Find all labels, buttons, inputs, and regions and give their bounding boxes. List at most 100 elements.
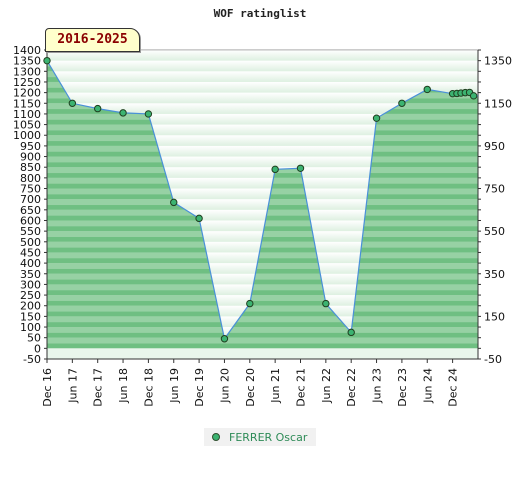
data-point — [43, 56, 51, 65]
data-point — [372, 114, 381, 122]
area-band — [47, 327, 478, 338]
y-tick-label-right: 1150 — [484, 97, 512, 110]
x-tick-label: Jun 22 — [320, 368, 333, 404]
grid-band — [47, 167, 478, 178]
grid-band — [47, 92, 478, 104]
area-band — [47, 305, 478, 317]
grid-band — [47, 220, 478, 232]
y-tick-label-left: 1050 — [13, 119, 41, 132]
area-band-highlight — [47, 252, 478, 259]
y-tick-label-left: 600 — [20, 214, 41, 227]
x-tick-label: Dec 24 — [447, 368, 460, 407]
grid-band — [47, 145, 478, 157]
area-band — [47, 241, 478, 253]
grid-band — [47, 113, 478, 125]
y-tick-label-left: 1100 — [13, 108, 41, 121]
data-point — [322, 299, 330, 308]
y-tick-label-left: 750 — [20, 183, 41, 196]
y-tick-label-left: 900 — [20, 151, 41, 164]
data-point — [347, 328, 355, 337]
x-tick-label: Dec 23 — [396, 368, 409, 407]
x-tick-label: Dec 18 — [142, 368, 155, 407]
data-point — [94, 104, 102, 113]
y-tick-label-right: 750 — [484, 183, 505, 196]
y-tick-label-left: 1300 — [13, 65, 41, 78]
grid-band — [47, 50, 478, 61]
y-tick-label-left: 500 — [20, 236, 41, 249]
y-tick-label-right: 1350 — [484, 55, 512, 68]
data-point — [195, 214, 203, 223]
y-tick-label-right: 550 — [484, 225, 505, 238]
y-axis-left: 1400135013001250120011501100105010009509… — [13, 44, 48, 366]
data-point — [144, 110, 153, 118]
y-tick-label-right: -50 — [484, 353, 502, 366]
area-band-highlight — [47, 263, 478, 269]
data-point — [296, 164, 305, 172]
area-band-highlight — [47, 337, 478, 344]
area-band — [47, 273, 478, 285]
y-tick-label-left: 1150 — [13, 97, 41, 110]
area-band — [47, 252, 478, 264]
x-tick-label: Jun 21 — [269, 368, 282, 404]
x-tick-label: Jun 23 — [371, 368, 384, 404]
grid-band — [47, 81, 478, 93]
x-tick-label: Jun 20 — [218, 368, 231, 404]
x-tick-label: Dec 17 — [92, 368, 105, 407]
y-tick-label-left: 350 — [20, 268, 41, 281]
y-tick-label-left: 150 — [20, 310, 41, 323]
x-tick-label: Dec 21 — [295, 368, 308, 407]
y-tick-label-left: 1200 — [13, 87, 41, 100]
area-band-highlight — [47, 295, 478, 301]
period-badge: 2016-2025 — [45, 28, 140, 52]
x-tick-label: Jun 18 — [117, 368, 130, 404]
y-tick-label-left: 1000 — [13, 129, 41, 142]
grid-band — [47, 60, 478, 72]
data-point — [170, 198, 178, 207]
x-axis: Dec 16 Jun 17 Dec 17 Jun 18 Dec 18 Jun 19 Dec … — [41, 358, 478, 407]
y-tick-label-left: 250 — [20, 289, 41, 302]
x-tick-label: Jun 24 — [421, 368, 434, 404]
y-tick-label-left: 700 — [20, 193, 41, 206]
area-band — [47, 284, 478, 296]
y-tick-label-left: 1400 — [13, 44, 41, 57]
y-tick-label-left: 1350 — [13, 55, 41, 68]
grid-band — [47, 135, 478, 146]
y-tick-label-left: 100 — [20, 321, 41, 334]
grid-band — [47, 156, 478, 168]
y-tick-label-left: -50 — [23, 353, 41, 366]
x-tick-label: Jun 19 — [168, 368, 181, 404]
area-band-highlight — [47, 273, 478, 280]
y-tick-label-right: 150 — [484, 310, 505, 323]
legend: FERRER Oscar — [204, 428, 316, 446]
x-tick-label: Dec 16 — [41, 368, 54, 407]
y-tick-label-right: 950 — [484, 140, 505, 153]
data-point — [271, 165, 279, 174]
grid-band — [47, 188, 478, 200]
data-point — [68, 99, 77, 107]
data-point — [398, 99, 406, 107]
area-band — [47, 263, 478, 274]
grid-band — [47, 71, 478, 82]
y-tick-label-left: 400 — [20, 257, 41, 270]
baseline-band — [47, 348, 478, 359]
chart-title: WOF ratinglist — [213, 7, 307, 20]
y-tick-label-left: 550 — [20, 225, 41, 238]
data-point — [119, 109, 127, 117]
x-tick-label: Dec 20 — [244, 368, 257, 407]
area-band-highlight — [47, 305, 478, 312]
grid-band — [47, 103, 478, 114]
data-point — [469, 92, 478, 100]
y-tick-label-left: 850 — [20, 161, 41, 174]
area-band-highlight — [47, 316, 478, 323]
legend-marker-icon — [212, 433, 220, 441]
y-tick-label-left: 200 — [20, 300, 41, 313]
data-point — [423, 85, 431, 94]
data-point — [220, 335, 229, 343]
y-tick-label-left: 800 — [20, 172, 41, 185]
data-point — [246, 299, 254, 308]
area-band — [47, 316, 478, 328]
area-band — [47, 337, 478, 349]
area-band — [47, 295, 478, 306]
y-tick-label-left: 50 — [27, 332, 41, 345]
